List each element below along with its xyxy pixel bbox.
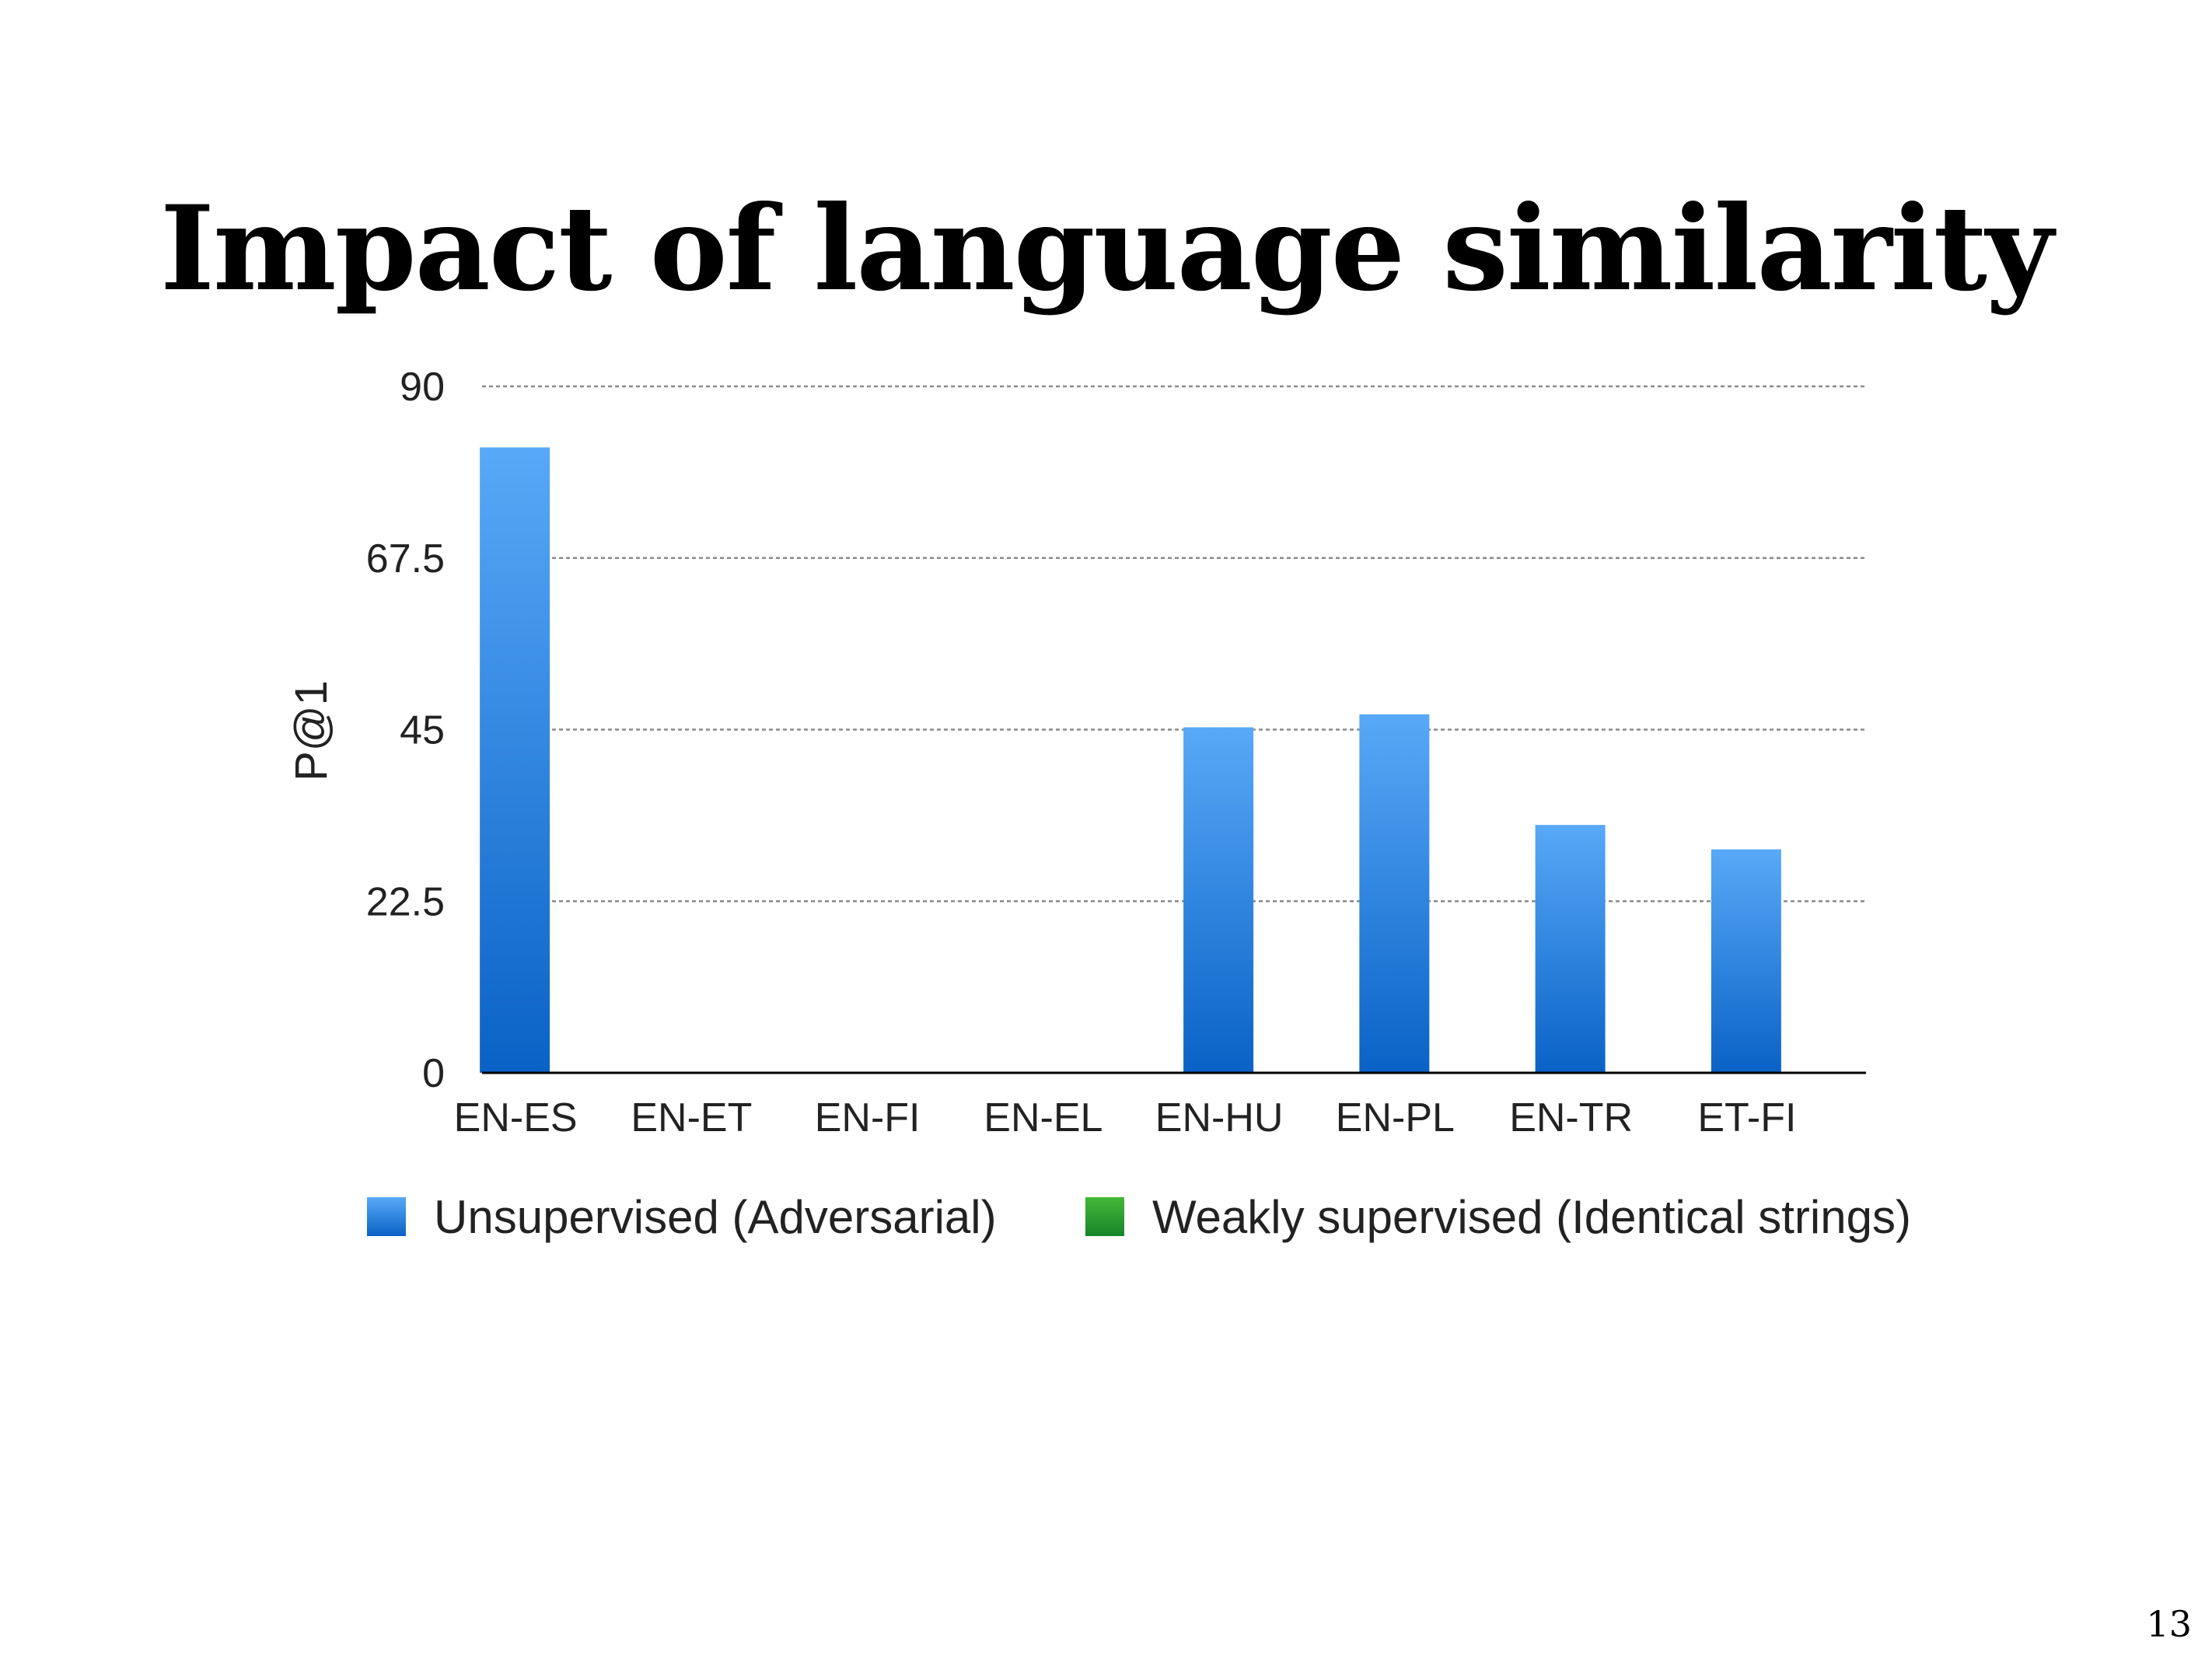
bar-unsupervised-en-hu [1183, 727, 1254, 1073]
y-tick-label: 67.5 [366, 536, 445, 582]
x-tick-labels: EN-ES EN-ET EN-FI EN-EL EN-HU EN-PL EN-TR ET-FI [454, 1095, 1797, 1140]
bar-unsupervised-et-fi [1711, 849, 1781, 1073]
legend-swatch-unsupervised [367, 1197, 406, 1236]
legend: Unsupervised (Adversarial) Weakly supervi… [367, 1191, 1911, 1243]
y-axis-label: P@1 [286, 680, 337, 781]
slide-title: Impact of language similarity [159, 180, 2053, 317]
x-tick-label: EN-FI [815, 1095, 921, 1140]
gridlines [482, 385, 1866, 903]
y-tick-label: 0 [422, 1051, 445, 1096]
legend-label-weakly_supervised: Weakly supervised (Identical strings) [1152, 1191, 1911, 1243]
y-tick-labels: 0 22.5 45 67.5 90 [366, 365, 445, 1096]
bar-unsupervised-en-pl [1359, 714, 1430, 1073]
y-tick-label: 22.5 [366, 879, 445, 924]
page-number: 13 [2146, 1603, 2192, 1645]
x-tick-label: EN-HU [1155, 1095, 1284, 1140]
bar-unsupervised-en-es [480, 447, 550, 1073]
x-tick-label: EN-ET [631, 1095, 752, 1140]
x-tick-label: EN-ES [454, 1095, 578, 1140]
bar-unsupervised-en-tr [1535, 825, 1606, 1073]
x-tick-label: EN-TR [1509, 1095, 1633, 1140]
x-tick-label: EN-PL [1336, 1095, 1455, 1140]
x-tick-label: ET-FI [1697, 1095, 1796, 1140]
legend-swatch-weakly_supervised [1085, 1197, 1124, 1236]
y-tick-label: 90 [400, 365, 445, 410]
y-tick-label: 45 [400, 708, 445, 753]
bars [480, 447, 1781, 1073]
legend-label-unsupervised: Unsupervised (Adversarial) [434, 1191, 997, 1243]
x-tick-label: EN-EL [984, 1095, 1103, 1140]
